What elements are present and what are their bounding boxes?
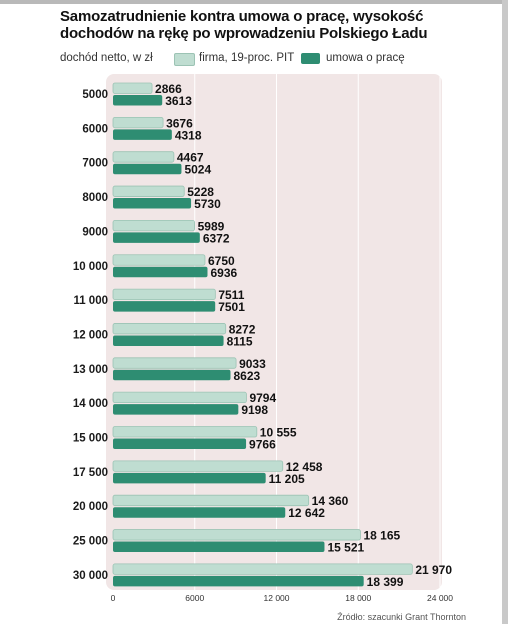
bar-umowa	[113, 95, 163, 106]
bar-umowa	[113, 232, 200, 243]
bar-firma	[112, 323, 227, 335]
bar-umowa	[113, 369, 231, 381]
bar-firma	[112, 151, 175, 163]
bar-umowa	[113, 575, 364, 587]
category-label: 20 000	[73, 501, 108, 513]
data-label-umowa: 8623	[233, 369, 260, 383]
data-label-firma: 5228	[187, 185, 214, 199]
legend-swatch-umowa	[301, 53, 320, 64]
bar-umowa	[113, 404, 239, 415]
data-label-umowa: 12 642	[288, 506, 325, 520]
data-label-umowa: 4318	[175, 128, 202, 142]
data-label-firma: 9794	[249, 391, 276, 405]
chart-title: Samozatrudnienie kontra umowa o pracę, w…	[60, 8, 428, 42]
category-label: 9000	[82, 226, 108, 238]
data-label-firma: 14 360	[312, 494, 349, 508]
data-label-umowa: 8115	[227, 334, 253, 348]
category-label: 10 000	[73, 261, 108, 273]
category-label: 12 000	[73, 329, 108, 341]
bar-umowa	[113, 266, 208, 278]
bar-firma	[112, 357, 237, 369]
bar-firma	[112, 529, 361, 541]
bar-firma	[112, 219, 196, 232]
bar-umowa	[113, 507, 286, 518]
category-label: 11 000	[73, 295, 108, 307]
category-label: 25 000	[73, 536, 108, 548]
data-label-firma: 12 458	[286, 460, 323, 474]
legend-unit-label: dochód netto, w zł	[60, 52, 153, 64]
data-label-firma: 2866	[155, 82, 182, 96]
bar-firma	[112, 426, 258, 438]
bar-umowa	[113, 198, 192, 209]
source-note: Źródło: szacunki Grant Thornton	[337, 612, 466, 622]
bar-umowa	[113, 335, 224, 346]
data-label-umowa: 6936	[211, 266, 238, 280]
data-label-firma: 3676	[166, 116, 193, 130]
right-frame-border	[502, 0, 508, 624]
category-label: 5000	[82, 89, 108, 101]
bar-umowa	[113, 438, 247, 449]
data-label-umowa: 11 205	[269, 472, 305, 486]
category-label: 14 000	[73, 398, 108, 410]
bar-firma	[112, 185, 185, 197]
category-label: 17 500	[73, 467, 108, 479]
data-label-umowa: 3613	[165, 94, 192, 108]
top-frame-border	[0, 0, 508, 4]
data-label-firma: 9033	[239, 357, 266, 371]
data-label-umowa: 7501	[218, 300, 245, 314]
bar-firma	[112, 288, 216, 301]
category-label: 7000	[82, 158, 108, 170]
legend-label-firma: firma, 19-proc. PIT	[199, 52, 295, 64]
bar-firma	[112, 563, 413, 575]
data-label-umowa: 9198	[241, 403, 268, 417]
category-label: 6000	[82, 123, 108, 135]
x-tick-label: 24 000	[427, 593, 453, 603]
data-label-umowa: 9766	[249, 438, 276, 452]
data-label-umowa: 5730	[194, 197, 221, 211]
data-label-firma: 8272	[229, 322, 256, 336]
bar-firma	[112, 116, 164, 129]
bar-firma	[112, 494, 310, 507]
data-label-firma: 21 970	[415, 563, 452, 577]
data-label-firma: 5989	[198, 219, 225, 233]
category-label: 15 000	[73, 433, 108, 445]
data-label-firma: 6750	[208, 254, 235, 268]
category-label: 13 000	[73, 364, 108, 376]
data-label-firma: 10 555	[260, 426, 297, 440]
bar-umowa	[113, 472, 266, 484]
x-tick-label: 6000	[185, 593, 204, 603]
legend-label-umowa: umowa o pracę	[326, 52, 405, 64]
data-label-umowa: 15 521	[327, 541, 364, 555]
data-label-firma: 18 165	[363, 529, 400, 543]
data-label-firma: 7511	[218, 288, 244, 302]
data-label-umowa: 6372	[203, 231, 230, 245]
bar-firma	[112, 391, 247, 404]
data-label-umowa: 5024	[184, 163, 211, 177]
category-label: 8000	[82, 192, 108, 204]
bar-firma	[112, 254, 206, 266]
category-label: 30 000	[73, 570, 108, 582]
bar-firma	[112, 460, 284, 472]
data-label-firma: 4467	[177, 151, 204, 165]
x-tick-label: 0	[111, 593, 116, 603]
data-label-umowa: 18 399	[367, 575, 404, 589]
bar-umowa	[113, 301, 216, 312]
x-tick-label: 12 000	[264, 593, 290, 603]
legend-swatch-firma	[174, 53, 195, 66]
bar-firma	[112, 82, 153, 94]
bar-umowa	[113, 163, 182, 175]
x-tick-label: 18 000	[345, 593, 371, 603]
bar-umowa	[113, 129, 172, 140]
bar-umowa	[113, 541, 325, 553]
